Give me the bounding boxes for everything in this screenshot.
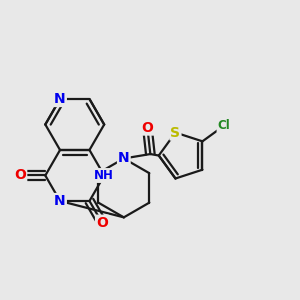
Text: Cl: Cl <box>218 119 230 132</box>
Text: O: O <box>14 169 26 182</box>
Text: O: O <box>141 121 153 135</box>
Text: N: N <box>54 92 66 106</box>
Text: S: S <box>170 126 181 140</box>
Text: N: N <box>118 152 130 166</box>
Text: N: N <box>54 194 66 208</box>
Text: NH: NH <box>94 169 114 182</box>
Text: O: O <box>96 216 108 230</box>
